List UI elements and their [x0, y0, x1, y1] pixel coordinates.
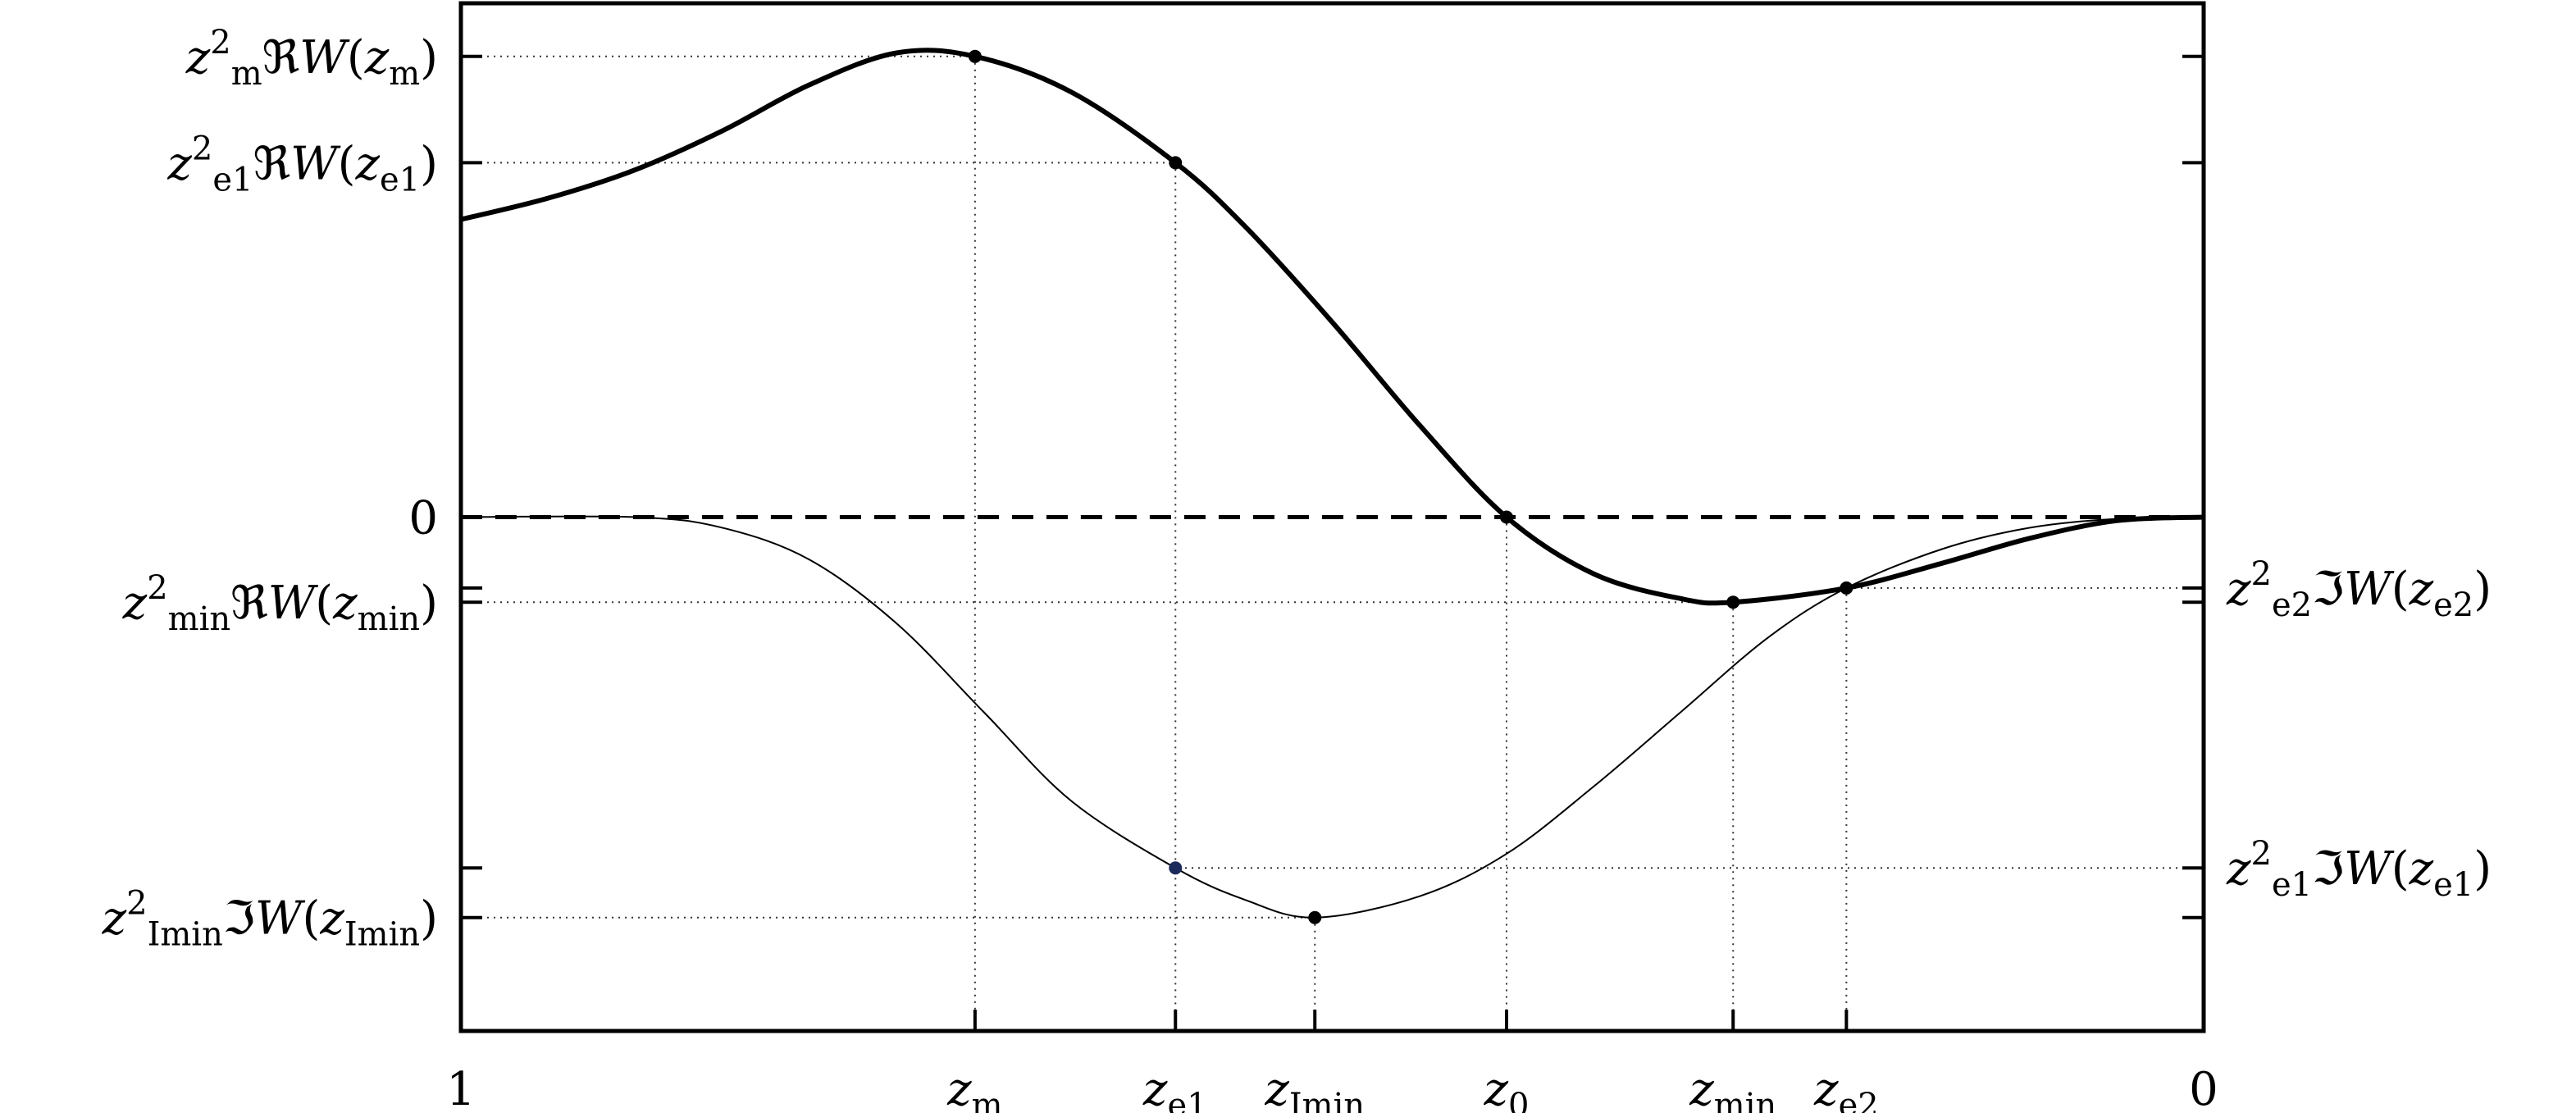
- data-point: [1169, 861, 1183, 875]
- y-tick-label-right: z2e1ℑW(ze1): [2226, 835, 2492, 904]
- x-tick-label: zm: [946, 1063, 1002, 1113]
- curves: [460, 48, 2204, 919]
- x-tick-label: ze2: [1813, 1063, 1879, 1113]
- x-tick-label: 0: [2189, 1063, 2218, 1113]
- x-tick-label: z0: [1484, 1063, 1530, 1113]
- data-point: [1726, 595, 1740, 609]
- x-tick-label: 1: [446, 1063, 476, 1113]
- y-tick-label-left: z2e1ℜW(ze1): [166, 130, 438, 198]
- real-part-curve: [460, 48, 2204, 606]
- data-point: [1169, 156, 1183, 170]
- data-point: [1500, 510, 1513, 524]
- y-tick-label-left: 0: [408, 492, 438, 545]
- x-tick-label: zmin: [1689, 1063, 1776, 1113]
- guide-lines: [461, 55, 2204, 1031]
- data-points: [968, 49, 1853, 924]
- data-point: [1308, 910, 1322, 924]
- data-point: [968, 49, 982, 63]
- ticks: [461, 54, 2204, 1031]
- y-tick-label-left: z2mℜW(zm): [185, 24, 438, 93]
- y-tick-label-left: z2IminℑW(zImin): [102, 885, 438, 954]
- x-tick-label: zImin: [1264, 1063, 1365, 1113]
- imaginary-part-curve: [460, 515, 2204, 919]
- data-point: [1840, 581, 1853, 595]
- tick-labels: 1 zm ze1 zImin z0 zmin ze2 0 z2mℜW(zm) z2e1ℜW(ze1…: [102, 24, 2492, 1113]
- y-tick-label-left: z2minℜW(zmin): [122, 569, 438, 638]
- y-tick-label-right: z2e2ℑW(ze2): [2226, 555, 2492, 624]
- x-tick-label: ze1: [1142, 1063, 1208, 1113]
